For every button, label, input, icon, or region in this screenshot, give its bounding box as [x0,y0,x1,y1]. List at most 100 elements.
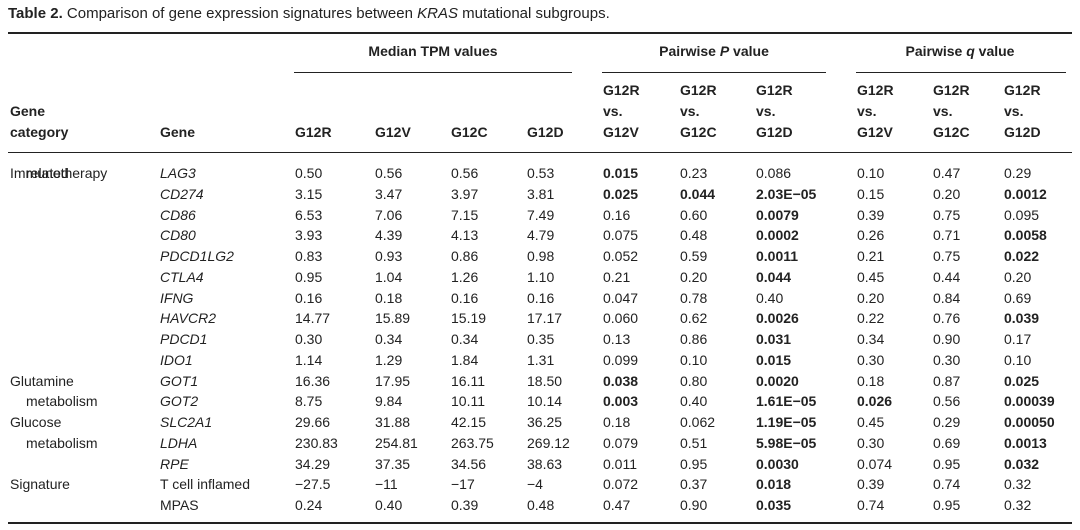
q-value: 0.39 [857,476,885,493]
p-value: 0.51 [680,434,708,451]
tpm-value: 4.79 [527,227,555,244]
tpm-value: −17 [451,476,475,493]
q-value: 0.32 [1004,476,1032,493]
tpm-value: 4.13 [451,227,479,244]
p-value: 1.61E−05 [756,393,817,410]
p-value: 0.099 [603,351,639,368]
column-header-p-1: G12R vs. G12C [680,82,717,140]
q-value: 0.032 [1004,455,1040,472]
q-value: 0.56 [933,393,961,410]
q-value: 0.20 [1004,268,1032,285]
q-value: 0.34 [857,331,885,347]
p-value: 0.18 [603,414,631,430]
bottom-rule [8,522,1072,524]
tpm-value: −4 [527,476,543,493]
p-value: 0.035 [756,497,792,513]
group-header-p-var: P [719,43,730,59]
p-value: 0.072 [603,476,639,493]
q-value: 0.0013 [1004,434,1047,451]
q-value: 0.74 [933,476,961,493]
group-underline-p [602,72,826,73]
tpm-value: 1.26 [451,268,479,285]
tpm-value: 3.15 [295,185,323,202]
q-value: 0.20 [933,185,961,202]
tpm-value: 17.17 [527,310,563,327]
table-caption: Table 2. Comparison of gene expression s… [8,5,610,22]
tpm-value: 31.88 [375,414,411,430]
tpm-value: 0.35 [527,331,555,347]
q-value: 0.45 [857,414,885,430]
q-value: 0.32 [1004,497,1032,513]
tpm-value: −27.5 [295,476,331,493]
tpm-value: 0.16 [527,289,555,306]
q-value: 0.00039 [1004,393,1055,410]
p-value: 0.0079 [756,206,799,223]
q-value: 0.0058 [1004,227,1047,244]
p-value: 0.0011 [756,248,799,264]
p-value: 0.95 [680,455,708,472]
q-value: 0.95 [933,497,961,513]
p-value: 0.018 [756,476,792,493]
column-header-q-1: G12R vs. G12C [933,82,970,140]
group-header-p: Pairwise P value [602,43,826,59]
tpm-value: 230.83 [295,434,338,451]
tpm-value: 254.81 [375,434,418,451]
p-value: 0.80 [680,372,708,389]
p-value: 0.047 [603,289,639,306]
q-value: 0.095 [1004,206,1040,223]
q-value: 0.69 [933,434,961,451]
group-header-q-var: q [966,43,975,59]
tpm-value: 15.89 [375,310,411,327]
tpm-value: 0.95 [295,268,323,285]
q-value: 0.22 [857,310,885,327]
p-value: 0.075 [603,227,639,244]
tpm-value: 3.81 [527,185,555,202]
tpm-value: 17.95 [375,372,411,389]
p-value: 0.40 [680,393,708,410]
p-value: 0.0020 [756,372,799,389]
gene-name: SLC2A1 [160,414,213,430]
q-value: 0.30 [857,434,885,451]
tpm-value: 1.31 [527,351,555,368]
p-value: 0.78 [680,289,708,306]
p-value: 0.59 [680,248,708,264]
q-value: 0.30 [857,351,885,368]
tpm-value: 3.47 [375,185,403,202]
q-value: 0.47 [933,165,961,181]
p-value: 0.20 [680,268,708,285]
q-value: 0.45 [857,268,885,285]
column-header-tpm-3: G12D [527,124,564,140]
tpm-value: 15.19 [451,310,487,327]
tpm-value: 0.48 [527,497,555,513]
q-value: 0.00050 [1004,414,1055,430]
tpm-value: 0.34 [451,331,479,347]
q-value: 0.10 [857,165,885,181]
gene-name: MPAS [160,497,199,513]
p-value: 5.98E−05 [756,434,817,451]
q-value: 0.75 [933,206,961,223]
tpm-value: 16.36 [295,372,331,389]
q-value: 0.44 [933,268,961,285]
tpm-value: 0.98 [527,248,555,264]
p-value: 0.086 [756,165,792,181]
p-value: 0.10 [680,351,708,368]
gene-name: CD80 [160,227,196,244]
column-header-p-2: G12R vs. G12D [756,82,793,140]
tpm-value: 0.50 [295,165,323,181]
category-label-continued: metabolism [26,393,98,410]
q-value: 0.75 [933,248,961,264]
group-header-p-pre: Pairwise [659,43,720,59]
gene-name: LDHA [160,434,198,451]
p-value: 0.90 [680,497,708,513]
group-header-p-post: value [729,43,769,59]
group-header-q-post: value [974,43,1015,59]
p-value: 0.011 [603,455,637,472]
tpm-value: 34.29 [295,455,331,472]
gene-name: HAVCR2 [160,310,217,327]
tpm-value: 1.04 [375,268,403,285]
tpm-value: 8.75 [295,393,323,410]
column-header-tpm-1: G12V [375,124,411,140]
q-value: 0.69 [1004,289,1032,306]
q-value: 0.26 [857,227,885,244]
tpm-value: 0.16 [451,289,479,306]
